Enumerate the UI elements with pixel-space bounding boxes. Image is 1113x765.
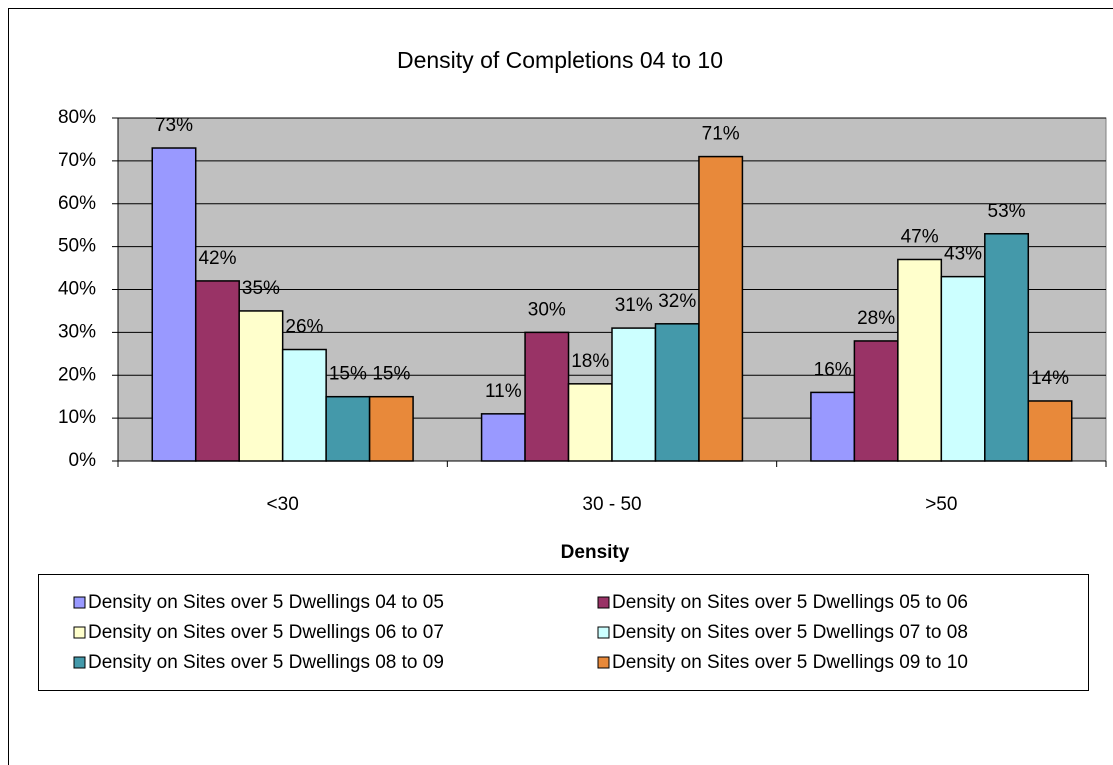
legend-label: Density on Sites over 5 Dwellings 07 to … bbox=[612, 622, 968, 643]
legend bbox=[38, 574, 1089, 691]
bar bbox=[368, 395, 414, 462]
y-tick-label: 60% bbox=[58, 193, 96, 214]
bar bbox=[151, 147, 197, 462]
bar bbox=[940, 275, 986, 462]
data-label: 11% bbox=[485, 381, 522, 402]
bar bbox=[654, 323, 700, 462]
data-label: 14% bbox=[1031, 368, 1069, 389]
legend-swatch bbox=[597, 626, 610, 639]
data-label: 73% bbox=[155, 115, 193, 136]
y-tick-label: 70% bbox=[58, 150, 96, 171]
y-tick-label: 50% bbox=[58, 236, 96, 257]
legend-label: Density on Sites over 5 Dwellings 08 to … bbox=[88, 652, 444, 673]
data-label: 47% bbox=[901, 227, 939, 248]
legend-swatch bbox=[597, 656, 610, 669]
x-axis-title: Density bbox=[561, 542, 630, 563]
bar bbox=[524, 331, 570, 462]
y-tick-label: 40% bbox=[58, 279, 96, 300]
data-label: 53% bbox=[988, 201, 1026, 222]
legend-swatch bbox=[597, 596, 610, 609]
y-tick-label: 0% bbox=[69, 450, 97, 471]
legend-swatch bbox=[73, 596, 86, 609]
legend-label: Density on Sites over 5 Dwellings 04 to … bbox=[88, 592, 444, 613]
bar bbox=[194, 280, 240, 462]
legend-label: Density on Sites over 5 Dwellings 06 to … bbox=[88, 622, 444, 643]
data-label: 32% bbox=[658, 291, 696, 312]
bar bbox=[325, 395, 371, 462]
data-label: 31% bbox=[615, 295, 653, 316]
bar bbox=[480, 413, 526, 462]
bar bbox=[567, 383, 613, 462]
bar bbox=[611, 327, 657, 462]
data-label: 18% bbox=[571, 351, 609, 372]
legend-label: Density on Sites over 5 Dwellings 05 to … bbox=[612, 592, 968, 613]
data-label: 71% bbox=[702, 124, 740, 145]
data-label: 28% bbox=[857, 308, 895, 329]
chart-title: Density of Completions 04 to 10 bbox=[397, 47, 723, 73]
bar bbox=[984, 233, 1030, 462]
x-tick-label: >50 bbox=[925, 494, 957, 515]
data-label: 15% bbox=[372, 364, 410, 385]
data-label: 35% bbox=[242, 278, 280, 299]
bar bbox=[698, 155, 744, 462]
data-label: 16% bbox=[814, 359, 852, 380]
data-label: 15% bbox=[329, 364, 367, 385]
data-label: 43% bbox=[944, 244, 982, 265]
bar bbox=[238, 310, 284, 462]
data-label: 30% bbox=[528, 299, 566, 320]
bar bbox=[1027, 400, 1073, 462]
x-tick-label: <30 bbox=[267, 494, 299, 515]
bar bbox=[853, 340, 899, 462]
y-tick-label: 80% bbox=[58, 107, 96, 128]
x-tick-label: 30 - 50 bbox=[582, 494, 641, 515]
y-tick-label: 30% bbox=[58, 321, 96, 342]
y-tick-label: 20% bbox=[58, 364, 96, 385]
legend-swatch bbox=[73, 626, 86, 639]
data-label: 26% bbox=[285, 317, 323, 338]
bar bbox=[810, 391, 856, 462]
legend-swatch bbox=[73, 656, 86, 669]
y-tick-label: 10% bbox=[58, 407, 96, 428]
bar bbox=[897, 258, 943, 462]
data-label: 42% bbox=[198, 248, 236, 269]
legend-label: Density on Sites over 5 Dwellings 09 to … bbox=[612, 652, 968, 673]
bar bbox=[281, 348, 327, 462]
